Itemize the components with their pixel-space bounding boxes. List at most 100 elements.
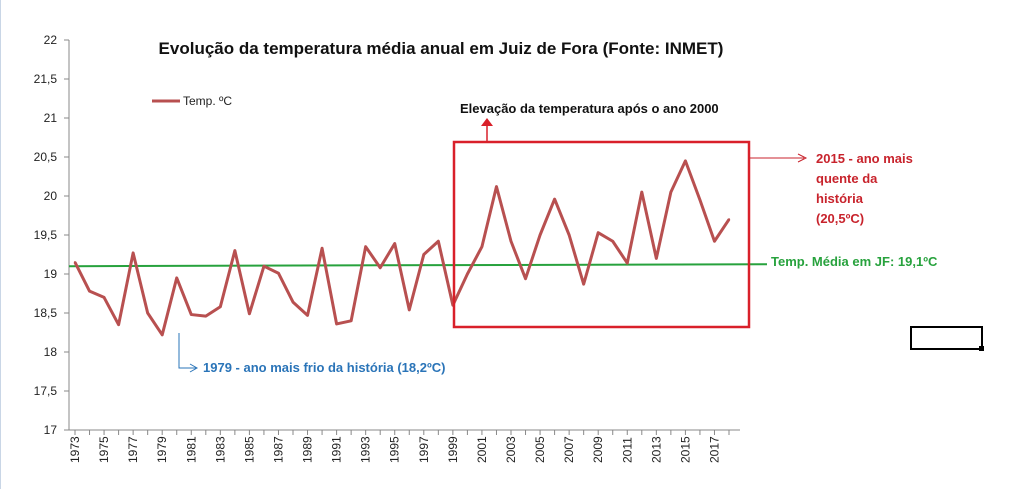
selected-cell-box[interactable] (910, 326, 983, 350)
data-point (233, 249, 237, 252)
data-point (553, 197, 556, 201)
data-point (277, 272, 280, 275)
data-point (422, 253, 425, 256)
x-tick-label: 1977 (126, 436, 140, 463)
x-tick-label: 1989 (301, 436, 315, 463)
y-tick-label: 18,5 (34, 306, 58, 320)
data-point (640, 190, 643, 194)
data-point (698, 198, 702, 202)
y-tick-label: 19 (44, 267, 58, 281)
x-tick-label: 2015 (678, 436, 692, 463)
y-tick-label: 21,5 (34, 72, 58, 86)
temperature-data-points (73, 159, 731, 337)
x-tick-label: 1973 (68, 436, 82, 463)
hottest-annotation-line-3: história (816, 191, 864, 206)
x-tick-label: 1983 (213, 436, 227, 463)
data-point (131, 251, 135, 255)
x-tick-label: 2003 (504, 436, 518, 463)
y-tick-label: 17 (44, 423, 58, 437)
y-tick-label: 18 (44, 345, 58, 359)
data-point (509, 240, 513, 243)
data-point (567, 233, 571, 237)
data-point (219, 305, 222, 308)
data-point (204, 314, 207, 318)
x-tick-label: 1979 (155, 436, 169, 463)
data-point (102, 296, 106, 299)
data-point (466, 272, 469, 276)
coldest-annotation: 1979 - ano mais frio da história (18,2ºC… (203, 360, 445, 375)
data-point (248, 312, 251, 315)
y-tick-label: 20,5 (34, 150, 58, 164)
chart-title: Evolução da temperatura média anual em J… (159, 39, 724, 58)
mean-temperature-line (68, 263, 768, 268)
data-point (73, 261, 77, 264)
x-tick-label: 1981 (184, 436, 198, 463)
hottest-annotation-line-2: quente da (816, 171, 878, 186)
data-point (175, 276, 178, 280)
x-tick-label: 2005 (533, 436, 547, 463)
data-point (684, 159, 687, 163)
x-tick-label: 1997 (417, 436, 431, 463)
fill-handle[interactable] (979, 346, 984, 351)
data-point (88, 289, 91, 293)
elevation-annotation: Elevação da temperatura após o ano 2000 (460, 101, 719, 116)
temperature-series-line (73, 159, 731, 337)
x-tick-label: 2013 (649, 436, 663, 463)
x-tick-label: 2017 (707, 436, 721, 463)
y-tick-label: 17,5 (34, 384, 58, 398)
y-axis-ticks: 17 17,5 18 18,5 19 19,5 20 20,5 21 21,5 22 (34, 33, 69, 437)
hottest-annotation-line-1: 2015 - ano mais (816, 151, 913, 166)
x-tick-label: 2007 (562, 436, 576, 463)
data-point (408, 308, 411, 312)
legend: Temp. ºC (152, 94, 232, 108)
x-tick-label: 2009 (591, 436, 605, 463)
y-tick-label: 20 (44, 189, 58, 203)
elevation-arrow-head (481, 118, 493, 126)
x-tick-label: 1987 (271, 436, 285, 463)
x-tick-label: 1993 (359, 436, 373, 463)
hottest-arrow-head (797, 153, 808, 163)
data-point (335, 322, 338, 326)
data-point (393, 242, 396, 245)
data-point (480, 245, 484, 248)
hottest-annotation: 2015 - ano mais quente da história (20,5… (816, 151, 913, 226)
data-point (291, 300, 295, 304)
data-point (611, 240, 614, 243)
data-point (349, 319, 353, 322)
x-axis-ticks: 1973 1975 1977 1979 1981 1983 1985 1987 1989 1991… (68, 430, 730, 463)
data-point (538, 233, 542, 237)
data-point (669, 190, 673, 194)
x-tick-label: 2001 (475, 436, 489, 463)
data-point (495, 185, 498, 188)
data-point (524, 277, 527, 280)
x-tick-label: 1991 (330, 436, 344, 463)
y-tick-label: 22 (44, 33, 58, 47)
x-tick-label: 2011 (620, 437, 634, 463)
coldest-arrow-head (189, 363, 199, 373)
data-point (727, 218, 731, 221)
data-point (262, 265, 266, 268)
post-2000-highlight-box (452, 140, 751, 329)
mean-temperature-label: Temp. Média em JF: 19,1ºC (771, 254, 938, 269)
data-point (655, 257, 658, 260)
data-point (582, 282, 585, 286)
y-tick-label: 21 (44, 111, 58, 125)
data-point (190, 313, 193, 316)
x-tick-label: 1995 (388, 436, 402, 463)
data-point (306, 314, 309, 317)
data-point (626, 261, 629, 265)
legend-label: Temp. ºC (183, 94, 232, 108)
data-point (117, 323, 120, 326)
x-tick-label: 1999 (446, 436, 460, 463)
data-point (161, 333, 164, 337)
data-point (379, 266, 382, 269)
x-tick-label: 1985 (242, 436, 256, 463)
data-point (364, 245, 367, 248)
data-point (320, 247, 324, 250)
data-point (437, 240, 440, 243)
data-point (597, 231, 600, 234)
data-point (713, 240, 716, 243)
hottest-annotation-line-4: (20,5ºC) (816, 211, 864, 226)
